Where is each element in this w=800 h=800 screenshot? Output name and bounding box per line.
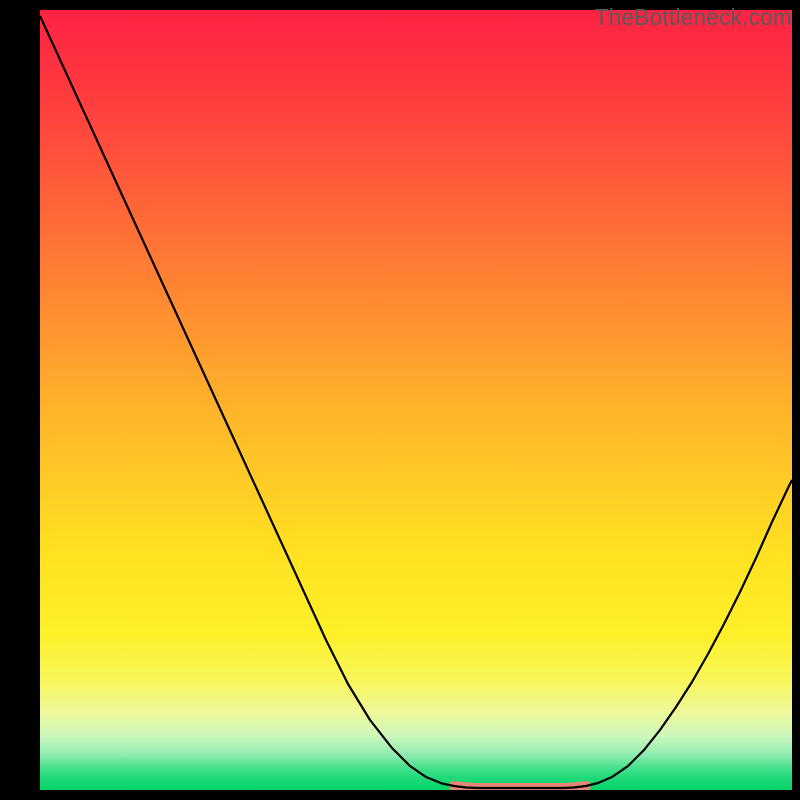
chart-container: TheBottleneck.com (0, 0, 800, 800)
plot-area (40, 10, 792, 790)
curve-layer (40, 10, 792, 790)
bottleneck-curve (40, 16, 792, 788)
watermark-text: TheBottleneck.com (595, 4, 792, 31)
